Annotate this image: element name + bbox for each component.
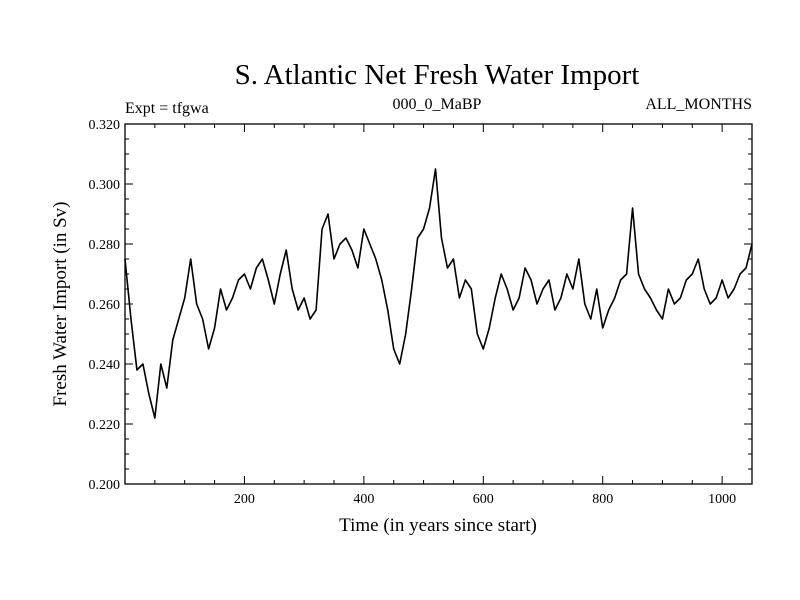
y-tick-label: 0.280 [89,238,121,253]
y-tick-label: 0.240 [89,358,121,373]
y-tick-label: 0.320 [89,118,121,133]
x-tick-label: 200 [234,492,255,507]
x-tick-label: 600 [473,492,494,507]
y-tick-label: 0.300 [89,178,121,193]
x-tick-label: 800 [592,492,613,507]
series-line [124,168,753,419]
x-axis-label: Time (in years since start) [339,515,537,536]
series-layer [124,168,753,419]
y-tick-label: 0.220 [89,418,121,433]
y-tick-label: 0.200 [89,478,121,493]
chart-title: S. Atlantic Net Fresh Water Import [235,59,640,91]
x-tick-label: 400 [353,492,374,507]
months-label: ALL_MONTHS [645,96,752,113]
experiment-label: Expt = tfgwa [125,100,209,117]
ticks-layer: 200 400 600 800 1000 0.200 0.220 0.240 0.260 0.28… [89,118,752,507]
y-axis-label: Fresh Water Import (in Sv) [50,202,71,407]
x-tick-label: 1000 [708,492,736,507]
y-tick-label: 0.260 [89,298,121,313]
time-period-label: 000_0_MaBP [393,96,482,113]
plot-frame [124,123,753,485]
